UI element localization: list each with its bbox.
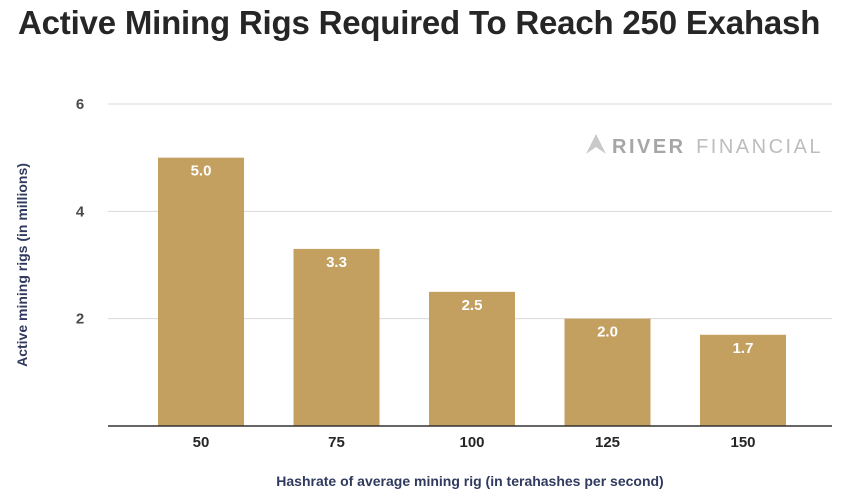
bar xyxy=(293,248,380,426)
bar xyxy=(158,157,244,426)
y-axis-label: Active mining rigs (in millions) xyxy=(14,163,30,367)
y-axis-ticks: 2 4 6 xyxy=(76,96,85,328)
river-logo-icon xyxy=(586,134,606,154)
bar xyxy=(429,291,515,426)
bar-value-label: 3.3 xyxy=(326,254,347,271)
y-tick-label: 4 xyxy=(76,203,85,220)
watermark-brand-strong: RIVER xyxy=(612,136,686,158)
bar-value-label: 2.5 xyxy=(462,297,483,314)
chart-title: Active Mining Rigs Required To Reach 250… xyxy=(18,4,821,41)
bar-data-labels: 5.0 3.3 2.5 2.0 1.7 xyxy=(191,163,754,357)
x-tick-label: 50 xyxy=(193,434,210,451)
bar-value-label: 1.7 xyxy=(733,340,754,357)
bars xyxy=(158,157,786,426)
y-tick-label: 2 xyxy=(76,311,84,328)
y-tick-label: 6 xyxy=(76,96,84,113)
x-tick-label: 150 xyxy=(730,434,755,451)
bar-value-label: 5.0 xyxy=(191,163,212,180)
x-tick-label: 100 xyxy=(459,434,484,451)
x-tick-label: 75 xyxy=(328,434,345,451)
bar xyxy=(564,318,651,426)
x-tick-label: 125 xyxy=(595,434,620,451)
bar-value-label: 2.0 xyxy=(597,324,618,341)
watermark-logo: RIVER FINANCIAL xyxy=(586,134,823,158)
watermark-brand-light: FINANCIAL xyxy=(696,136,823,158)
watermark-text: RIVER FINANCIAL xyxy=(612,136,823,158)
bar xyxy=(700,334,786,426)
x-axis-label: Hashrate of average mining rig (in terah… xyxy=(276,473,663,489)
x-axis-ticks: 50 75 100 125 150 xyxy=(193,434,756,451)
